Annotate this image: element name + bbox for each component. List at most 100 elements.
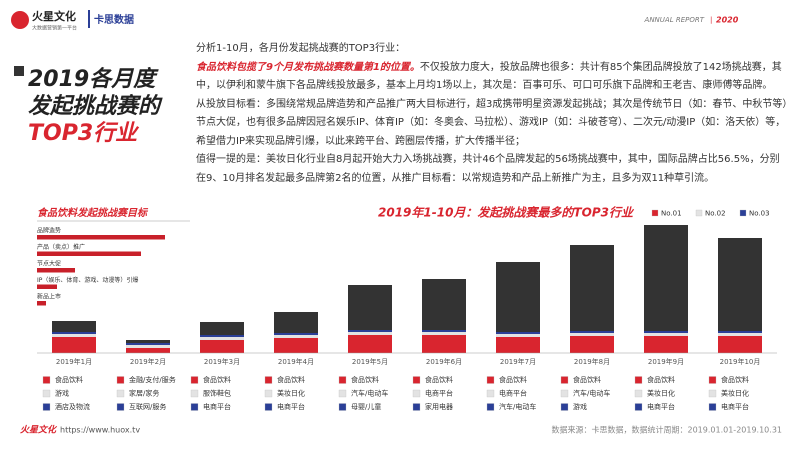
bar-segment [718, 336, 762, 353]
bar-segment [274, 333, 318, 335]
industry-label: 电商平台 [425, 389, 453, 398]
paragraph: 值得一提的是：美妆日化行业自8月起开始大力入场挑战赛，共计46个品牌发起的56场… [196, 154, 780, 184]
legend-swatch [695, 209, 703, 217]
title-line: 2019各月度 [28, 66, 159, 92]
x-tick-label: 2019年7月 [500, 357, 536, 366]
brand-sub: 大数据营销第一平台 [32, 25, 77, 32]
bar-segment [126, 345, 170, 348]
bar-label: 节点大促 [37, 260, 61, 268]
x-tick-label: 2019年10月 [720, 357, 761, 366]
industry-swatch [634, 403, 643, 411]
industry-swatch [486, 376, 495, 384]
industry-label: 食品饮料 [721, 375, 749, 384]
industry-swatch [486, 389, 495, 398]
bar [37, 268, 75, 273]
bar-segment [422, 332, 466, 335]
bar-segment [718, 331, 762, 333]
bar-segment [52, 334, 96, 337]
industry-label: 电商平台 [721, 402, 749, 411]
year: 2020 [716, 16, 739, 25]
bar-label: 产品（卖点）推广 [37, 243, 85, 251]
bar-segment [496, 337, 540, 353]
industry-swatch [338, 376, 347, 384]
bar-segment [570, 336, 614, 353]
x-tick-label: 2019年2月 [130, 357, 166, 366]
bar [37, 301, 46, 306]
bar-segment [52, 332, 96, 334]
industry-label: 食品饮料 [647, 375, 675, 384]
bar-segment [496, 334, 540, 337]
industry-swatch [116, 389, 125, 398]
industry-label: 汽车/电动车 [573, 389, 610, 398]
x-tick-label: 2019年5月 [352, 357, 388, 366]
industry-label: 食品饮料 [351, 375, 379, 384]
title-deco [14, 66, 24, 76]
industry-label: 汽车/电动车 [499, 402, 536, 411]
logo-icon [11, 11, 29, 29]
legend-label: No.02 [705, 210, 726, 218]
industry-label: 汽车/电动车 [351, 389, 388, 398]
bar-segment [644, 331, 688, 333]
chart-title: 食品饮料发起挑战赛目标 [37, 207, 149, 219]
bar-segment [274, 338, 318, 353]
industry-swatch [264, 403, 273, 411]
industry-label: 食品饮料 [203, 375, 231, 384]
industry-label: 食品饮料 [499, 375, 527, 384]
bar-segment [718, 333, 762, 336]
x-tick-label: 2019年9月 [648, 357, 684, 366]
industry-swatch [708, 376, 717, 384]
footer-source: 数据来源：卡思数据，数据统计周期：2019.01.01-2019.10.31 [552, 425, 783, 435]
chart-title: 2019年1-10月：发起挑战赛最多的TOP3行业 [378, 206, 635, 220]
industry-swatch [190, 403, 199, 411]
bar-segment [52, 337, 96, 353]
industry-swatch [412, 376, 421, 384]
x-tick-label: 2019年1月 [56, 357, 92, 366]
bar-segment [570, 333, 614, 336]
bar-segment [348, 335, 392, 353]
industry-label: 电商平台 [499, 389, 527, 398]
industry-label: 食品饮料 [573, 375, 601, 384]
industry-label: 美妆日化 [277, 389, 305, 398]
bar-label: 新品上市 [37, 293, 61, 301]
x-tick-label: 2019年3月 [204, 357, 240, 366]
paragraph-text: 不仅投放力度大，投放品牌也很多：共计有85个集团品牌投放了142场挑战赛，其中，… [196, 61, 782, 92]
industry-label: 互联网/服务 [129, 402, 166, 411]
industry-label: 电商平台 [203, 402, 231, 411]
bar-segment [348, 332, 392, 335]
industry-swatch [42, 403, 51, 411]
industry-label: 美妆日化 [721, 389, 749, 398]
industry-label: 家用电器 [425, 402, 453, 411]
industry-swatch [708, 389, 717, 398]
industry-label: 金融/支付/服务 [129, 375, 176, 384]
industry-swatch [560, 389, 569, 398]
bar-segment [644, 333, 688, 336]
industry-swatch [190, 376, 199, 384]
bar-segment [422, 330, 466, 332]
industry-swatch [338, 403, 347, 411]
x-tick-label: 2019年6月 [426, 357, 462, 366]
industry-swatch [634, 376, 643, 384]
industry-swatch [116, 376, 125, 384]
legend-swatch [651, 209, 659, 217]
footer-brand: 火星文化 [20, 425, 58, 436]
bar [37, 251, 141, 256]
industry-label: 游戏 [55, 389, 69, 398]
industry-swatch [412, 389, 421, 398]
bar-segment [348, 330, 392, 332]
industry-swatch [486, 403, 495, 411]
intro: 分析1-10月，各月份发起挑战赛的TOP3行业： [196, 43, 406, 54]
industry-swatch [560, 403, 569, 411]
bar-segment [422, 335, 466, 353]
paragraph: 从投放目标看：多围绕常规品牌造势和产品推广两大目标进行，超3成携带明星资源发起挑… [196, 98, 788, 147]
legend-label: No.01 [661, 210, 682, 218]
industry-label: 家居/家务 [129, 389, 159, 398]
bar-segment [126, 348, 170, 353]
bar-segment [200, 340, 244, 353]
bar-segment [496, 332, 540, 334]
industry-swatch [264, 376, 273, 384]
industry-label: 食品饮料 [277, 375, 305, 384]
brand: 火星文化 [32, 9, 76, 23]
industry-label: 食品饮料 [55, 375, 83, 384]
industry-swatch [560, 376, 569, 384]
